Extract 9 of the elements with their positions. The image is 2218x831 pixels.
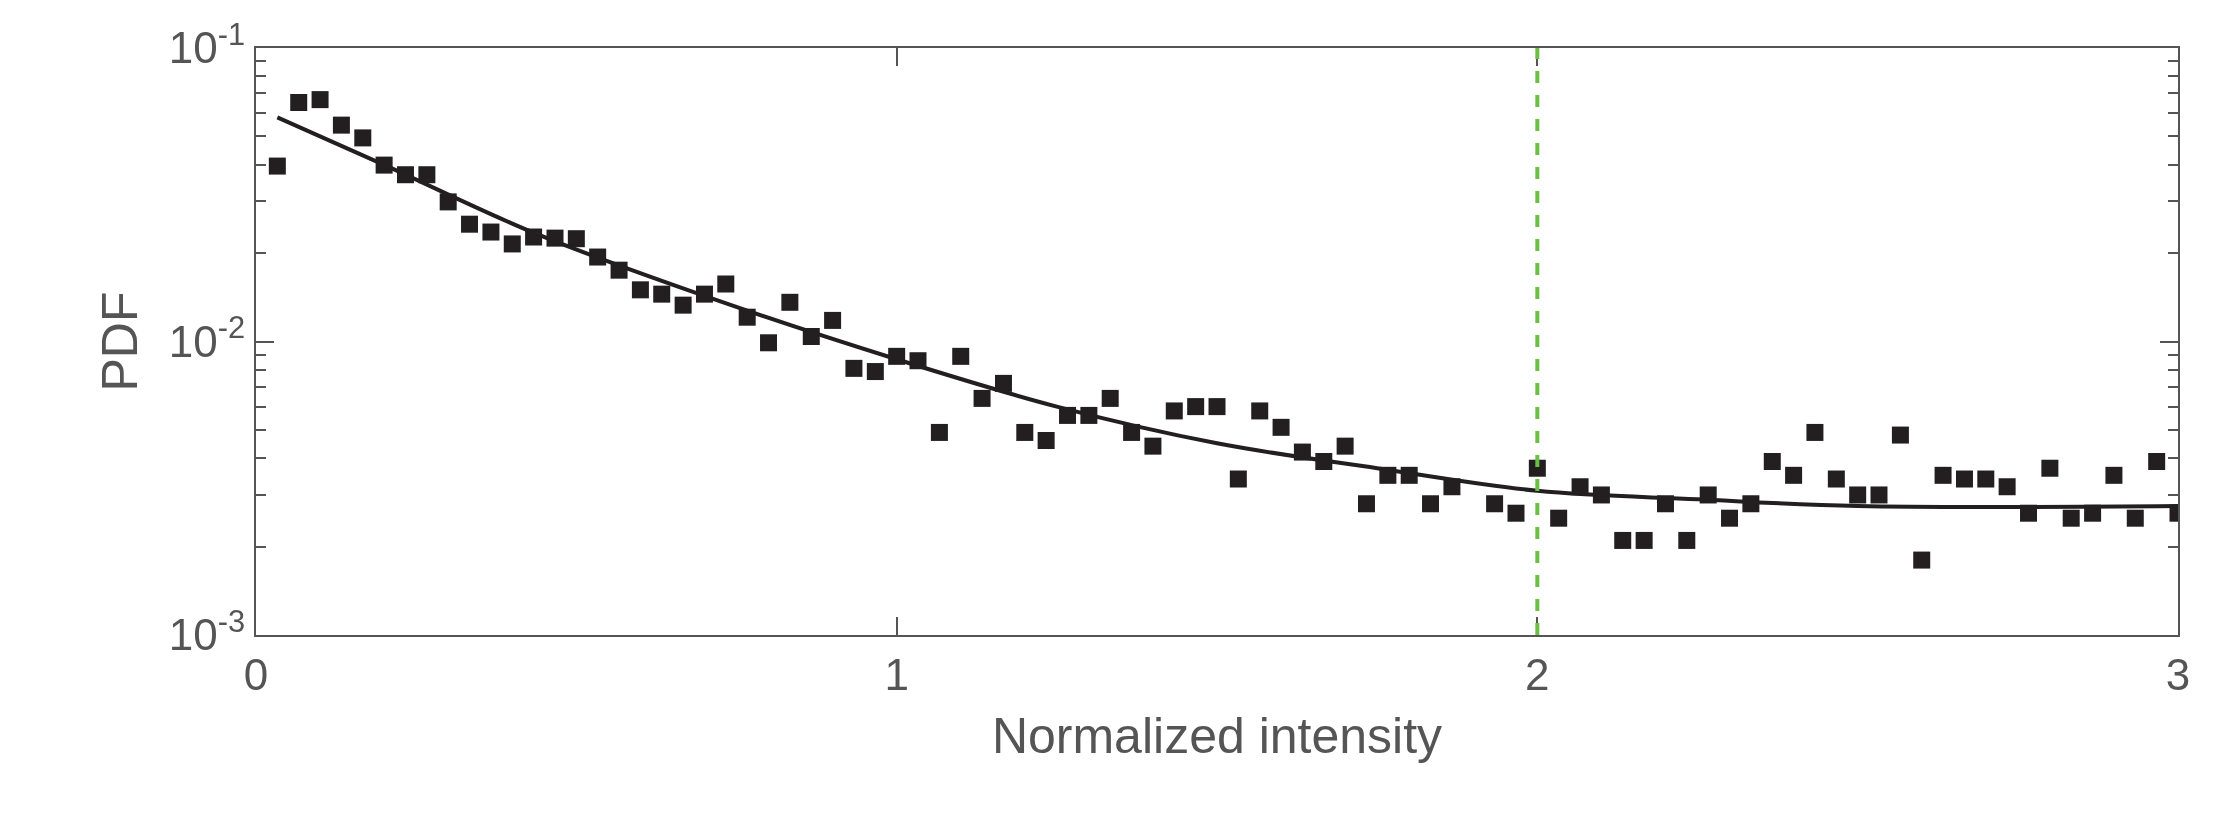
x-axis-title: Normalized intensity [991,707,1443,764]
y-tick-label: 10$^{-2}$ [168,310,246,366]
y-tick-label: 10$^{-1}$ [168,16,246,73]
x-tick-label: 3 [2165,649,2191,699]
x-tick-label: 1 [884,649,909,699]
y-axis-title: PDF [92,291,149,392]
y-tick-label: 10$^{-3}$ [168,603,246,660]
x-tick-label: 2 [1525,649,1550,699]
x-tick-label: 0 [243,649,269,699]
